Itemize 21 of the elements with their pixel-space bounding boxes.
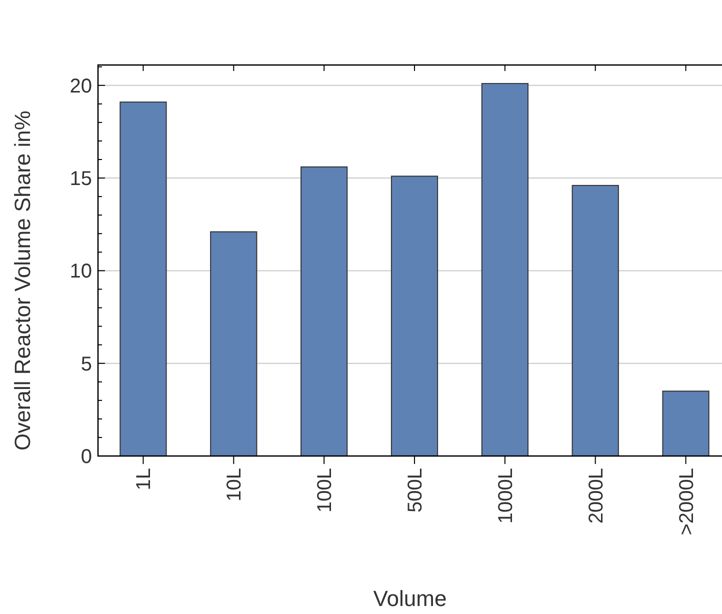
bar <box>481 83 528 456</box>
bar <box>390 176 438 456</box>
x-tick-label: 500L <box>404 468 426 512</box>
bar <box>210 231 258 456</box>
bar <box>120 102 167 456</box>
bar <box>662 390 710 456</box>
x-axis-title: Volume <box>373 586 447 611</box>
y-tick-label: 5 <box>80 353 92 376</box>
x-tick-label: 1L <box>133 468 156 490</box>
y-tick-label: 0 <box>80 446 92 468</box>
x-tick-label: 2000L <box>585 468 608 524</box>
bar <box>300 166 348 456</box>
y-tick-label: 15 <box>70 168 92 190</box>
y-tick-label: 10 <box>70 260 92 283</box>
x-tick-label: 1000L <box>494 468 517 524</box>
y-axis-title: Overall Reactor Volume Share in% <box>10 110 35 450</box>
x-tick-label: 10L <box>224 468 246 502</box>
y-tick-label: 20 <box>70 75 92 98</box>
bar <box>572 184 619 456</box>
x-tick-label: 100L <box>314 468 336 512</box>
x-tick-label: >2000L <box>676 468 698 536</box>
